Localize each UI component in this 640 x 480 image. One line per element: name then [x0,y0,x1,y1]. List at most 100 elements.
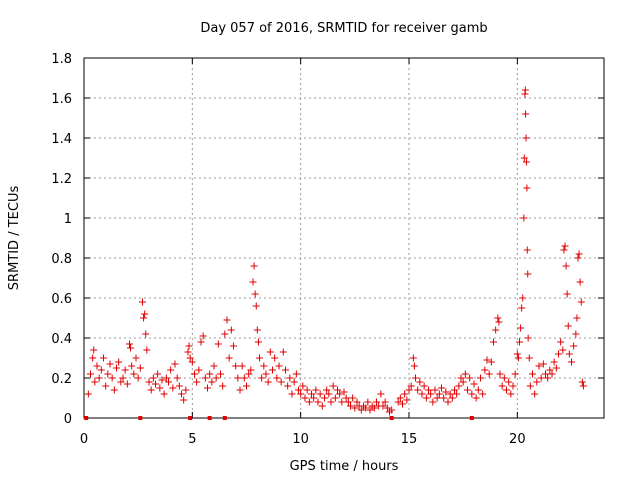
data-point [388,406,396,414]
data-point [126,340,133,348]
data-point [513,350,521,358]
data-point [314,398,322,406]
data-point [481,366,489,374]
data-point [95,374,103,382]
data-point [154,370,162,378]
zero-marker [188,416,193,420]
data-point [134,374,142,382]
y-tick-label: 1.8 [51,52,72,67]
data-point [490,338,497,346]
data-point [217,370,224,378]
x-tick-label: 15 [401,432,418,447]
data-point [453,390,461,398]
data-point [370,404,378,412]
data-point [87,370,94,378]
data-point [524,270,532,278]
data-point [301,394,309,402]
data-point [381,398,389,406]
data-point [468,390,476,398]
data-point [461,370,469,378]
data-point [275,362,283,370]
data-point [563,290,571,298]
data-point [433,394,441,402]
data-point [517,324,525,332]
data-point [357,406,365,414]
data-point [487,358,495,366]
data-point [383,404,391,412]
chart-title: Day 057 of 2016, SRMTID for receiver gam… [200,21,487,36]
data-point [353,398,361,406]
zero-marker [84,416,89,420]
data-point [182,386,190,394]
data-point [496,370,504,378]
data-point [431,386,439,394]
data-point [505,378,513,386]
data-point [409,354,417,362]
data-point [542,370,549,378]
data-point [548,370,556,378]
data-point [446,390,454,398]
data-point [509,382,517,390]
data-point [160,390,168,398]
x-tick-label: 20 [509,432,526,447]
data-point [260,362,268,370]
data-point [89,354,97,362]
data-point [451,386,458,394]
data-point [117,378,125,386]
data-point [405,386,413,394]
data-point [299,382,307,390]
y-tick-label: 0.8 [51,252,72,267]
data-point [303,386,311,394]
data-point [529,370,536,378]
zero-marker [138,416,143,420]
data-point [377,390,385,398]
data-point [555,350,562,358]
data-point [169,384,177,392]
data-point [145,378,153,386]
data-point [329,382,337,390]
data-point [401,390,409,398]
x-tick-label: 10 [292,432,309,447]
y-tick-label: 1.6 [51,92,72,107]
data-point [316,390,324,398]
data-point [561,242,569,250]
data-point [225,354,233,362]
data-point [562,262,570,270]
data-point [464,386,471,394]
data-point [110,386,118,394]
data-point [422,394,430,402]
data-point [295,386,302,394]
data-point [195,366,203,374]
data-point [557,338,565,346]
data-point [364,398,372,406]
data-point [349,394,357,402]
data-point [418,390,426,398]
data-point [507,390,515,398]
data-point [396,394,404,402]
data-point [249,278,257,286]
data-point [429,398,437,406]
data-point [539,360,547,368]
data-point [444,398,452,406]
data-point [414,386,422,394]
data-point [521,86,529,94]
data-point [123,380,131,388]
data-point [100,354,107,362]
data-point [245,370,253,378]
data-point [232,362,240,370]
data-point [221,330,229,338]
data-point [140,314,148,322]
data-point [498,382,506,390]
data-point [132,354,140,362]
data-point [106,360,114,368]
data-point [156,384,164,392]
data-point [573,314,581,322]
data-point [472,394,480,402]
data-point [574,254,582,262]
data-point [338,398,346,406]
data-point [102,382,110,390]
data-point [457,374,465,382]
data-point [253,326,261,334]
data-point [292,370,300,378]
data-point [254,338,262,346]
